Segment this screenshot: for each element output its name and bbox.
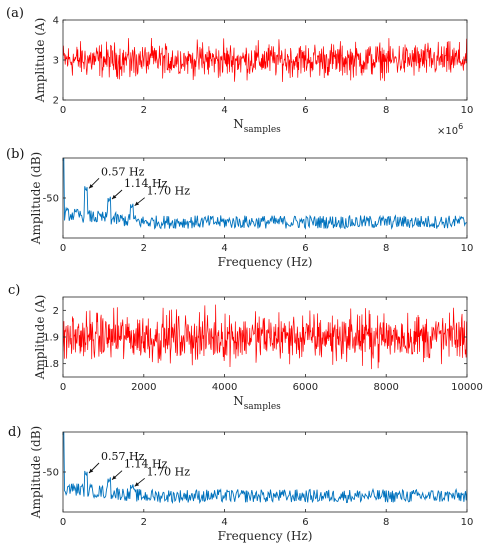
x-axis-label: Nsamples — [233, 117, 281, 135]
x-axis-label: Nsamples — [233, 394, 281, 412]
x-tick-label: 8000 — [373, 382, 398, 393]
x-tick-label: 4 — [221, 517, 227, 528]
x-tick-label: 10 — [461, 243, 474, 254]
x-axis-label-main: N — [233, 117, 244, 131]
annotation-label: 0.57 Hz — [101, 165, 145, 178]
panel-3: 0 2000 4000 6000 8000 10000 1.8 1.9 2 c) Amplitude… — [8, 283, 483, 412]
annotation-label: 1.70 Hz — [147, 185, 191, 198]
x-tick-label: 6 — [302, 105, 308, 116]
x-tick-label: 8 — [383, 243, 389, 254]
x-tick-label: 2 — [141, 243, 147, 254]
y-tick-label: 1.8 — [43, 359, 59, 370]
x-axis-label: Frequency (Hz) — [218, 255, 313, 269]
annotation-label: 1.14 Hz — [124, 177, 168, 190]
y-tick-label: -50 — [43, 468, 59, 479]
panel-letter: (a) — [6, 6, 24, 21]
annotation-label: 0.57 Hz — [101, 450, 145, 463]
series-line — [63, 304, 467, 370]
annotation-arrowhead — [134, 201, 140, 206]
annotation-label: 1.14 Hz — [124, 458, 168, 471]
y-axis-label: Amplitude (dB) — [29, 426, 43, 519]
x-tick-label: 4 — [221, 105, 227, 116]
x-exponent-label: ×106 — [437, 122, 463, 137]
annotation-label: 1.70 Hz — [147, 465, 191, 478]
x-tick-label: 6000 — [293, 382, 318, 393]
y-axis-label: Amplitude (A) — [33, 18, 47, 104]
annotation-arrowhead — [89, 468, 94, 473]
x-exponent-power: 6 — [458, 122, 463, 131]
y-axis-label: Amplitude (A) — [33, 295, 47, 381]
x-tick-label: 0 — [60, 243, 66, 254]
x-tick-label: 2 — [141, 517, 147, 528]
y-axis-label: Amplitude (dB) — [29, 152, 43, 245]
x-tick-label: 0 — [60, 517, 66, 528]
annotation-arrowhead — [112, 475, 117, 480]
annotation-arrowhead — [112, 194, 117, 199]
y-tick-label: 4 — [53, 16, 59, 27]
series-line — [63, 432, 467, 505]
x-tick-label: 4000 — [212, 382, 237, 393]
x-tick-label: 0 — [60, 105, 66, 116]
panel-letter: d) — [8, 425, 21, 440]
series-line — [63, 158, 467, 230]
x-axis-label-sub: samples — [244, 125, 281, 135]
panel-2: 0 2 4 6 8 10 -50 (b) Amplitude (dB) Frequency (Hz… — [6, 147, 473, 269]
series-line — [63, 38, 467, 82]
x-tick-label: 8 — [383, 105, 389, 116]
x-axis-label: Frequency (Hz) — [218, 529, 313, 543]
x-tick-label: 2000 — [131, 382, 156, 393]
x-tick-label: 6 — [302, 517, 308, 528]
x-exponent-base: ×10 — [437, 126, 458, 137]
panel-letter: c) — [8, 283, 20, 298]
y-tick-label: 1.9 — [43, 333, 59, 344]
x-axis-label-sub: samples — [244, 402, 281, 412]
panel-letter: (b) — [6, 147, 24, 162]
annotation-arrowhead — [89, 184, 94, 189]
x-tick-label: 4 — [221, 243, 227, 254]
x-tick-label: 10000 — [451, 382, 483, 393]
y-tick-label: 2 — [53, 306, 59, 317]
y-tick-label: -50 — [43, 194, 59, 205]
y-tick-label: 2 — [53, 96, 59, 107]
x-tick-label: 2 — [141, 105, 147, 116]
x-tick-label: 10 — [461, 105, 474, 116]
x-tick-label: 0 — [60, 382, 66, 393]
x-axis-label-main: N — [233, 394, 244, 408]
x-tick-label: 10 — [461, 517, 474, 528]
panel-4: 0 2 4 6 8 10 -50 d) Amplitude (dB) Frequency (Hz)… — [8, 425, 473, 543]
x-tick-label: 8 — [383, 517, 389, 528]
y-tick-label: 3 — [53, 56, 59, 67]
annotation-arrowhead — [134, 482, 140, 487]
x-tick-label: 6 — [302, 243, 308, 254]
